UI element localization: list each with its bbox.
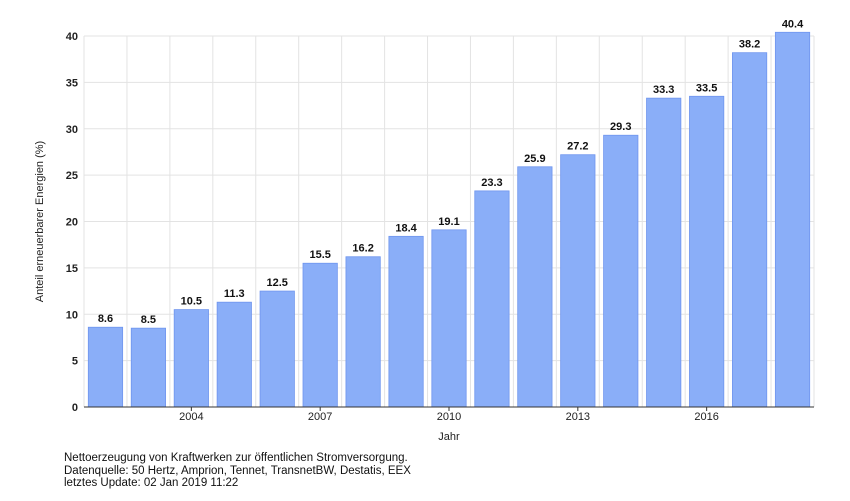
bar <box>259 290 295 408</box>
bar <box>560 154 596 408</box>
bar <box>216 301 252 408</box>
x-tick-label: 2016 <box>694 411 718 423</box>
bar-value-label: 8.5 <box>141 314 156 326</box>
chart-footnote: Nettoerzeugung von Kraftwerken zur öffen… <box>64 452 411 490</box>
bar-value-label: 33.5 <box>696 82 717 94</box>
gridlines <box>83 35 815 407</box>
bar-value-label: 23.3 <box>481 177 502 189</box>
y-tick-label: 35 <box>66 77 78 89</box>
bar <box>130 327 166 408</box>
footnote-last-update: letztes Update: 02 Jan 2019 11:22 <box>64 477 239 489</box>
footnote-description: Nettoerzeugung von Kraftwerken zur öffen… <box>64 452 408 464</box>
y-tick-label: 25 <box>66 170 78 182</box>
bar-value-label: 29.3 <box>610 121 631 133</box>
x-tick-label: 2013 <box>566 411 590 423</box>
x-tick-label: 2010 <box>437 411 461 423</box>
y-tick-label: 10 <box>66 309 78 321</box>
bar <box>345 256 381 408</box>
bar <box>173 309 209 408</box>
x-axis-ticks: 2004 2007 2010 2013 2016 <box>179 407 719 423</box>
x-tick-label: 2007 <box>308 411 332 423</box>
bar <box>646 97 682 408</box>
y-tick-label: 30 <box>66 124 78 136</box>
bar <box>87 326 124 408</box>
bar <box>774 31 811 408</box>
bar-value-label: 33.3 <box>653 84 674 96</box>
bar-value-label: 18.4 <box>395 222 417 234</box>
y-tick-label: 15 <box>66 263 78 275</box>
bar-value-label: 15.5 <box>309 249 330 261</box>
bar <box>474 190 510 408</box>
data-labels: 8.6 8.5 10.5 11.3 12.5 15.5 16.2 18.4 19.1 23.3 25… <box>98 18 804 326</box>
bar-value-label: 25.9 <box>524 153 545 165</box>
bar <box>517 166 553 408</box>
y-tick-label: 20 <box>66 217 78 229</box>
bar <box>603 134 639 408</box>
bar <box>388 235 424 408</box>
bar-value-label: 27.2 <box>567 141 588 153</box>
bar-value-label: 12.5 <box>267 277 288 289</box>
bar <box>732 52 768 408</box>
bars <box>87 31 811 408</box>
bar-value-label: 38.2 <box>739 39 760 51</box>
y-axis-ticks: 0 5 10 15 20 25 30 35 40 <box>66 31 78 414</box>
bar-value-label: 16.2 <box>352 243 373 255</box>
bar-value-label: 11.3 <box>224 288 245 300</box>
bar-chart: 8.6 8.5 10.5 11.3 12.5 15.5 16.2 18.4 19.1 23.3 25… <box>34 18 815 443</box>
bar <box>689 95 725 408</box>
bar-value-label: 10.5 <box>181 296 202 308</box>
y-tick-label: 5 <box>72 356 78 368</box>
x-tick-label: 2004 <box>179 411 203 423</box>
y-tick-label: 40 <box>66 31 78 43</box>
x-axis-title: Jahr <box>438 431 460 443</box>
bar <box>302 262 338 408</box>
footnote-data-source: Datenquelle: 50 Hertz, Amprion, Tennet, … <box>64 464 411 477</box>
bar <box>431 229 467 408</box>
bar-value-label: 8.6 <box>98 313 113 325</box>
bar-value-label: 40.4 <box>782 18 804 30</box>
y-axis-title: Anteil erneuerbarer Energien (%) <box>34 141 46 302</box>
bar-value-label: 19.1 <box>438 216 459 228</box>
y-tick-label: 0 <box>72 402 78 414</box>
